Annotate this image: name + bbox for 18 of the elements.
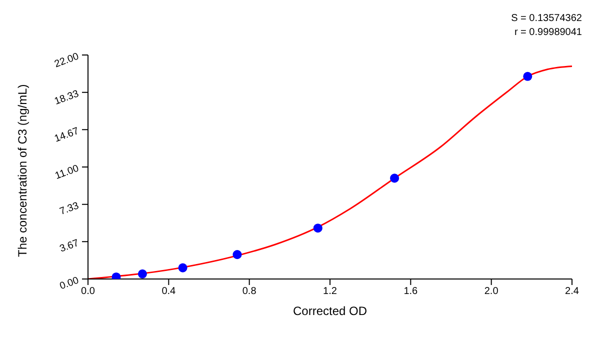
x-tick-label: 2.4 <box>565 286 580 298</box>
text: S = 0.13574362 <box>511 12 582 26</box>
x-axis-title: Corrected OD <box>292 304 368 318</box>
x-tick-label: 2.0 <box>484 286 499 298</box>
x-tick-label: 1.6 <box>404 286 418 298</box>
y-tick-label: 0.00 <box>58 275 81 292</box>
y-tick-label: 7.33 <box>58 200 81 218</box>
text: r = 0.99989041 <box>513 26 582 40</box>
x-tick-label: 0.0 <box>81 286 96 298</box>
y-tick-label: 3.67 <box>58 238 81 255</box>
y-tick-label: 18.33 <box>53 88 81 108</box>
x-tick-label: 1.2 <box>323 286 338 298</box>
x-tick-label: 0.4 <box>162 286 176 298</box>
y-tick-label: 14.67 <box>53 126 81 145</box>
x-tick-label: 0.8 <box>242 286 257 298</box>
y-tick-label: 11.00 <box>54 163 81 182</box>
y-tick-label: 22.00 <box>53 51 81 70</box>
y-axis-title: The concentration of C3 (ng/mL) <box>15 84 30 257</box>
